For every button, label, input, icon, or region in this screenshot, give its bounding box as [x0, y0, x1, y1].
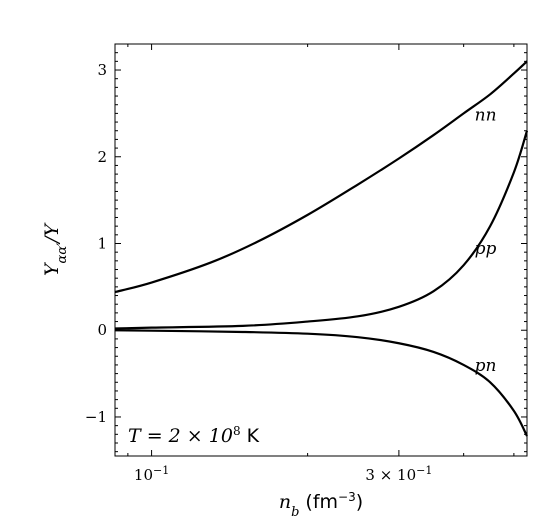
series-label-pn: pn: [475, 356, 497, 376]
temperature-annotation: T = 2 × 108 K: [128, 424, 260, 447]
y-axis-label: Yαα′/Y: [41, 222, 70, 276]
y-tick-label: 0: [97, 321, 107, 339]
x-tick-label: 3 × 10−1: [365, 464, 432, 485]
y-tick-label: 1: [97, 234, 107, 252]
series-line-nn: [114, 60, 528, 294]
major-ticks: [115, 44, 527, 456]
minor-ticks: [115, 43, 527, 456]
y-tick-label: 2: [97, 148, 107, 166]
series-line-pp: [114, 130, 529, 330]
y-tick-label: −1: [85, 408, 107, 426]
series-labels: nn pp pn: [475, 105, 497, 376]
series-lines: [114, 60, 529, 437]
x-tick-label: 10−1: [134, 464, 169, 485]
y-tick-label: 3: [97, 61, 107, 79]
axes-frame: [114, 43, 528, 457]
plot-frame: [114, 43, 528, 457]
series-line-pn: [114, 329, 528, 437]
x-axis-label: nb (fm−3): [279, 490, 363, 520]
tick-labels: 10−1 3 × 10−1 −1 0 1 2 3: [85, 61, 433, 484]
series-label-pp: pp: [475, 239, 497, 259]
series-label-nn: nn: [475, 105, 497, 125]
